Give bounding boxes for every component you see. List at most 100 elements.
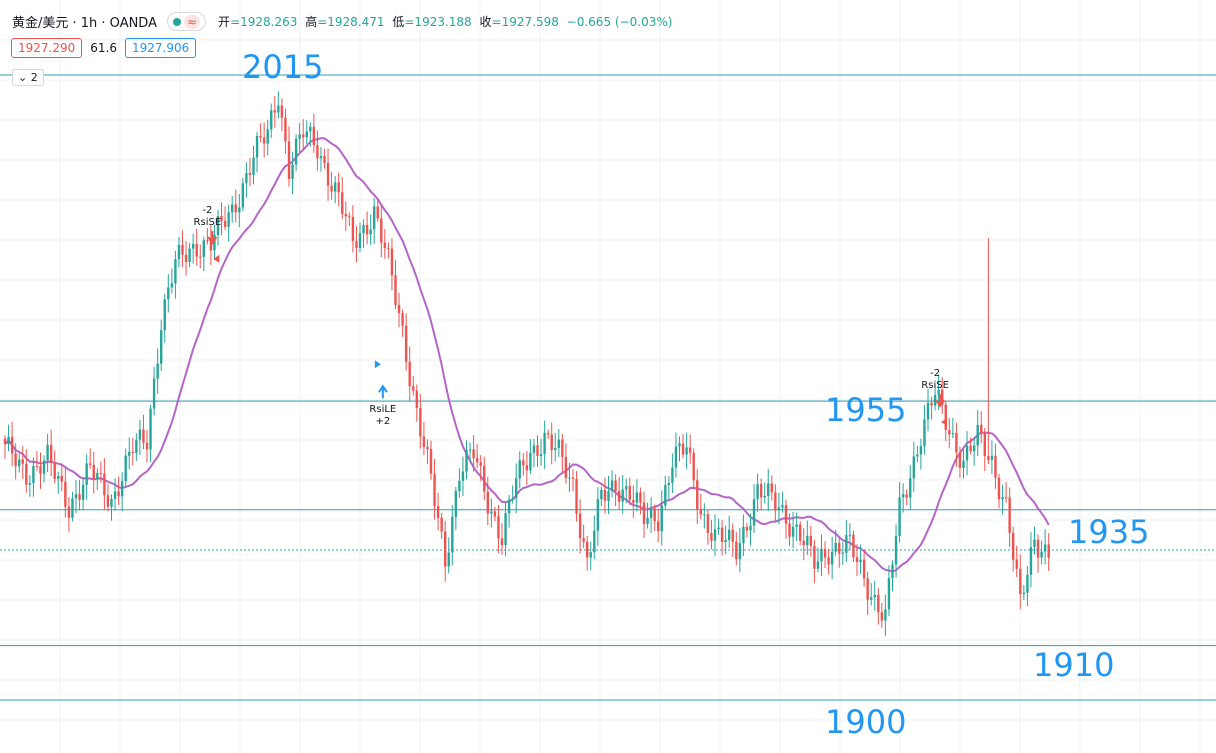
candle-body: [529, 452, 532, 471]
candle-body: [124, 455, 127, 482]
candle-body: [781, 505, 784, 508]
candle-body: [85, 463, 88, 485]
candle-body: [834, 543, 837, 552]
candle-body: [738, 543, 742, 560]
candle-body: [923, 419, 926, 447]
candle-body: [823, 548, 827, 558]
buy-arrow-icon: [378, 384, 388, 399]
candle-body: [110, 498, 113, 507]
candle-body: [515, 478, 518, 499]
candle-body: [877, 594, 880, 613]
candle-body: [518, 460, 521, 479]
candle-body: [14, 453, 17, 467]
candle-body: [532, 445, 536, 453]
candle-body: [536, 445, 539, 457]
candle-body: [312, 126, 316, 146]
candle-body: [351, 216, 355, 242]
candle-body: [7, 436, 10, 445]
candle-body: [305, 131, 308, 138]
candle-body: [216, 215, 220, 235]
candle-body: [951, 433, 955, 435]
market-status-pill[interactable]: ≈: [166, 12, 207, 31]
candle-body: [830, 551, 834, 565]
candle-body: [337, 182, 340, 193]
candle-body: [994, 455, 997, 478]
candle-body: [373, 206, 376, 230]
candle-body: [610, 480, 614, 491]
candle-body: [884, 609, 887, 621]
candle-body: [206, 240, 209, 242]
low-value: =1923.188: [404, 15, 472, 29]
candle-body: [653, 508, 656, 522]
candle-body: [255, 135, 259, 158]
sell-price-button[interactable]: 1927.290: [11, 38, 83, 58]
sell-arrow-icon: [207, 230, 218, 245]
candle-body: [657, 521, 660, 532]
indicator-collapse-button[interactable]: ⌄ 2: [12, 69, 44, 86]
buy-price-button[interactable]: 1927.906: [124, 38, 197, 58]
candle-body: [376, 206, 379, 219]
candle-body: [664, 485, 667, 506]
candle-body: [362, 224, 365, 234]
candle-body: [678, 443, 681, 447]
candle-body: [106, 495, 110, 507]
candle-body: [777, 507, 781, 511]
candle-body: [209, 240, 213, 251]
candle-body: [358, 233, 362, 249]
candle-body: [433, 473, 436, 507]
candle-body: [962, 460, 965, 469]
candle-body: [39, 465, 42, 474]
candle-body: [298, 134, 301, 139]
candle-body: [728, 529, 731, 540]
candle-body: [238, 207, 241, 213]
candle-body: [184, 254, 188, 262]
change-value: −0.665 (−0.03%): [566, 15, 673, 29]
candle-body: [522, 460, 525, 466]
candle-body: [231, 204, 234, 213]
candle-body: [323, 156, 326, 163]
candle-body: [262, 137, 266, 144]
candle-body: [1029, 547, 1033, 575]
candle-body: [933, 394, 937, 406]
candle-body: [589, 552, 592, 558]
candle-body: [344, 213, 347, 217]
candle-body: [855, 557, 859, 563]
candle-body: [987, 456, 990, 460]
candle-body: [909, 478, 912, 498]
candle-body: [504, 513, 507, 546]
candle-body: [969, 445, 972, 452]
candle-body: [756, 484, 759, 500]
candle-body: [550, 434, 553, 451]
candle-body: [163, 299, 166, 331]
candle-body: [401, 313, 404, 326]
candle-body: [326, 162, 330, 186]
candle-body: [941, 389, 944, 405]
candle-body: [465, 449, 468, 472]
candle-body: [451, 516, 454, 553]
candle-body: [600, 489, 603, 500]
candle-body: [554, 448, 557, 451]
candle-body: [578, 513, 582, 539]
candle-body: [270, 110, 273, 130]
candle-body: [138, 429, 142, 440]
candle-body: [202, 240, 205, 257]
candle-body: [848, 534, 852, 536]
candle-body: [852, 534, 855, 558]
chart-header: 黄金/美元 · 1h · OANDA ≈ 开=1928.263 高=1928.4…: [12, 12, 672, 31]
candle-body: [188, 248, 191, 262]
candle-body: [795, 524, 798, 527]
candle-body: [511, 498, 514, 500]
candle-body: [625, 486, 628, 490]
candle-body: [493, 511, 497, 517]
candle-body: [870, 597, 873, 600]
candle-body: [745, 526, 749, 531]
candle-body: [71, 498, 74, 518]
candle-body: [1047, 544, 1050, 558]
symbol-title[interactable]: 黄金/美元 · 1h · OANDA: [12, 16, 157, 31]
candle-body: [891, 564, 894, 579]
level-label-1900: 1900: [825, 703, 906, 741]
candle-body: [742, 526, 745, 544]
candle-body: [316, 145, 319, 159]
candle-body: [564, 456, 568, 479]
